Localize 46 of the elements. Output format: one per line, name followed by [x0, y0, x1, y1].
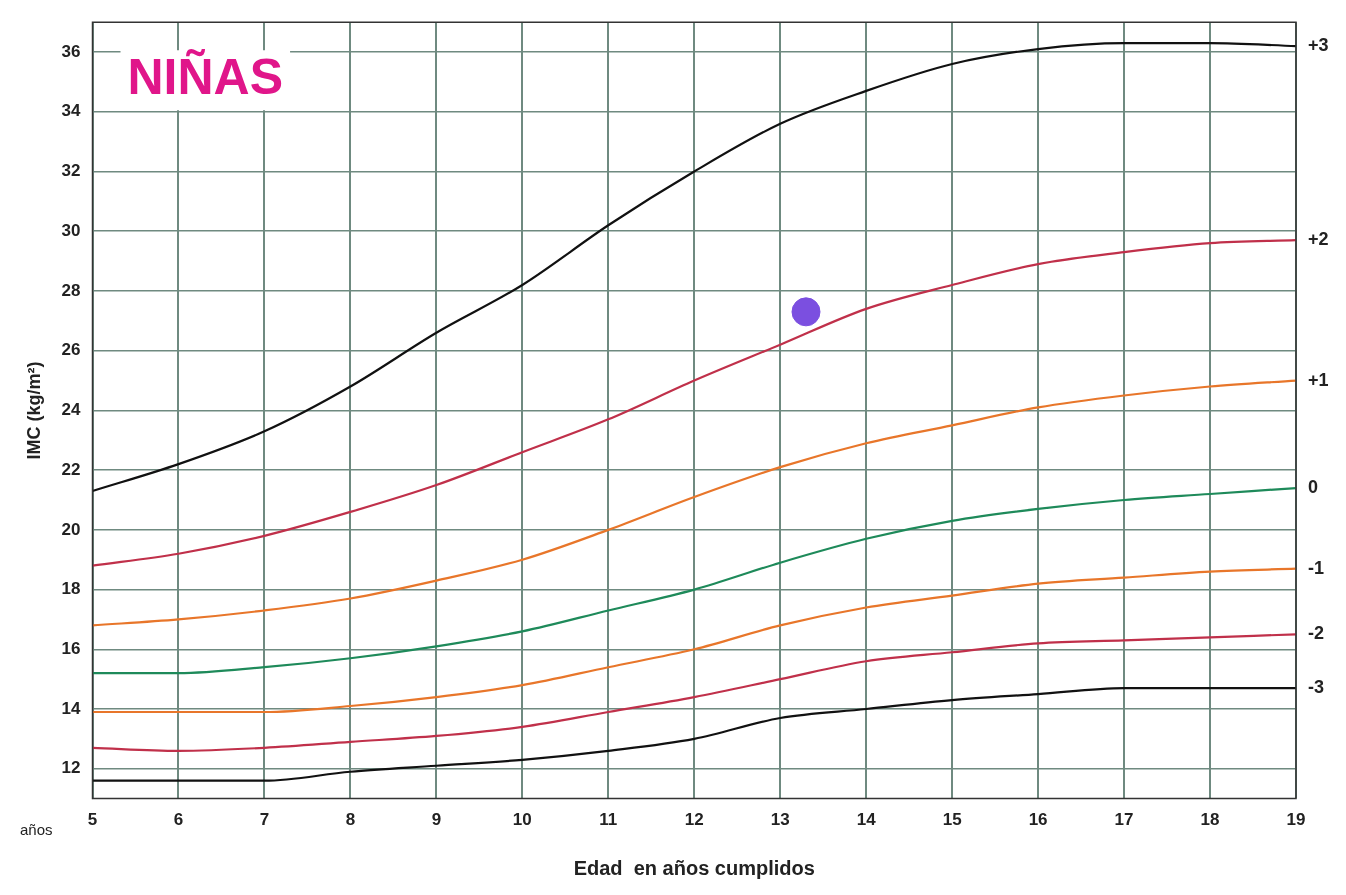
- x-tick-label: 13: [770, 810, 790, 830]
- x-tick-label: 16: [1028, 810, 1048, 830]
- x-tick-label: 14: [856, 810, 877, 830]
- x-tick-label: 11: [599, 810, 618, 830]
- y-axis-title: IMC (kg/m²): [23, 361, 44, 460]
- y-tick-label: 36: [61, 41, 81, 61]
- y-tick-label: 22: [61, 459, 81, 479]
- line-series: [92, 687, 1296, 782]
- x-tick-label: 5: [87, 810, 98, 830]
- line-series: [92, 379, 1296, 627]
- series-label: -2: [1308, 623, 1325, 644]
- y-tick-label: 18: [61, 579, 81, 599]
- line-series: [92, 42, 1296, 493]
- series-label: -3: [1308, 677, 1325, 698]
- y-tick-label: 14: [61, 698, 82, 718]
- series-label: +1: [1308, 369, 1329, 390]
- x-axis-title: Edad en años cumplidos: [573, 856, 815, 879]
- series-label: 0: [1308, 477, 1319, 498]
- y-tick-label: 28: [61, 280, 81, 300]
- y-tick-label: 20: [61, 519, 81, 539]
- y-tick-label: 24: [61, 400, 82, 420]
- x-tick-label: 10: [512, 810, 532, 830]
- text: años: [19, 820, 53, 838]
- x-tick-label: 7: [259, 810, 270, 830]
- x-tick-label: 9: [431, 810, 442, 830]
- x-tick-label: 6: [173, 810, 184, 830]
- line-series: [92, 239, 1296, 567]
- y-tick-label: 26: [61, 340, 81, 360]
- series-label: -1: [1308, 557, 1325, 578]
- x-tick-label: 19: [1286, 810, 1306, 830]
- line-series: [92, 486, 1296, 675]
- y-tick-label: 30: [61, 220, 81, 240]
- x-tick-label: 17: [1114, 810, 1134, 830]
- y-tick-label: 12: [61, 758, 81, 778]
- x-tick-label: 12: [684, 810, 704, 830]
- x-tick-label: 8: [345, 810, 356, 830]
- series-label: +2: [1308, 229, 1329, 250]
- x-tick-label: 18: [1200, 810, 1220, 830]
- line-series: [92, 567, 1296, 714]
- x-tick-label: 15: [942, 810, 962, 830]
- y-tick-label: 34: [61, 101, 82, 121]
- text: NIÑAS: [127, 48, 284, 105]
- y-tick-label: 16: [61, 638, 81, 658]
- y-tick-label: 32: [61, 161, 81, 181]
- line-series: [92, 633, 1296, 752]
- series-label: +3: [1308, 35, 1329, 56]
